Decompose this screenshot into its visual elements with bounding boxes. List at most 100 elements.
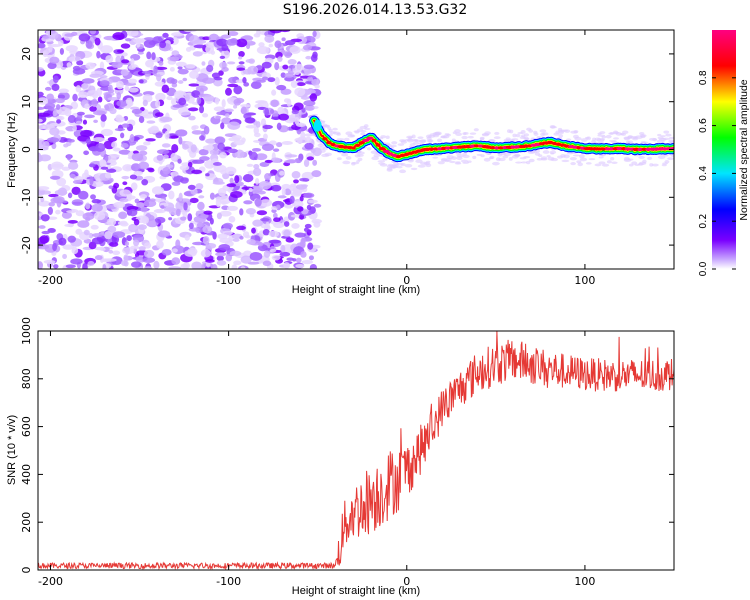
heatmap-noise-cell: [246, 163, 254, 167]
heatmap-noise-cell: [240, 255, 252, 264]
heatmap-noise-cell: [204, 160, 216, 169]
heatmap-noise-cell: [114, 116, 125, 123]
heatmap-noise-cell: [55, 115, 65, 121]
heatmap-noise-cell: [156, 154, 164, 161]
heatmap-noise-cell: [570, 162, 576, 166]
heatmap-noise-cell: [97, 96, 103, 103]
heatmap-noise-cell: [191, 169, 203, 175]
heatmap-noise-cell: [303, 227, 310, 233]
heatmap-noise-cell: [320, 121, 325, 124]
heatmap-noise-cell: [170, 78, 178, 85]
heatmap-noise-cell: [238, 61, 245, 65]
heatmap-noise-cell: [256, 210, 268, 216]
heatmap-noise-cell: [81, 78, 95, 84]
heatmap-noise-cell: [38, 200, 51, 207]
heatmap-noise-cell: [225, 87, 232, 96]
heatmap-noise-cell: [133, 170, 143, 176]
heatmap-noise-cell: [290, 80, 298, 89]
heatmap-noise-cell: [107, 97, 120, 101]
heatmap-noise-cell: [44, 86, 52, 91]
snr-frame: [37, 330, 675, 571]
heatmap-noise-cell: [667, 157, 674, 161]
heatmap-noise-cell: [216, 38, 228, 47]
heatmap-noise-cell: [387, 163, 394, 167]
heatmap-noise-cell: [84, 103, 90, 110]
heatmap-noise-cell: [116, 100, 128, 107]
heatmap-noise-cell: [216, 111, 227, 116]
heatmap-noise-cell: [668, 136, 674, 140]
heatmap-noise-cell: [121, 59, 130, 64]
heatmap-noise-cell: [38, 112, 51, 117]
heatmap-noise-cell: [476, 153, 483, 156]
heatmap-noise-cell: [472, 155, 477, 160]
heatmap-noise-cell: [386, 167, 393, 171]
heatmap-noise-cell: [220, 34, 231, 39]
heatmap-noise-cell: [129, 134, 135, 143]
heatmap-noise-cell: [129, 174, 138, 180]
heatmap-noise-cell: [294, 232, 307, 238]
heatmap-noise-cell: [300, 96, 310, 100]
heatmap-noise-cell: [177, 68, 189, 75]
heatmap-noise-cell: [245, 207, 257, 215]
heatmap-noise-cell: [154, 66, 168, 71]
heatmap-noise-cell: [515, 161, 523, 164]
heatmap-noise-cell: [131, 261, 142, 268]
heatmap-peak-cell: [555, 142, 562, 146]
heatmap-noise-cell: [82, 212, 95, 221]
heatmap-noise-cell: [76, 111, 85, 116]
heatmap-noise-cell: [282, 64, 289, 70]
heatmap-noise-cell: [454, 162, 462, 165]
heatmap-noise-cell: [183, 202, 188, 211]
heatmap-noise-cell: [146, 120, 156, 124]
heatmap-noise-cell: [250, 81, 262, 90]
snr-x-ticks: -200 -100 0 100: [38, 331, 595, 588]
heatmap-noise-cell: [106, 218, 117, 226]
heatmap-noise-cell: [224, 108, 234, 113]
heatmap-noise-cell: [579, 157, 588, 162]
heatmap-noise-cell: [404, 138, 413, 141]
heatmap-noise-cell: [198, 195, 205, 199]
heatmap-noise-cell: [69, 173, 76, 179]
heatmap-noise-cell: [284, 72, 294, 78]
heatmap-peak-cell: [563, 144, 570, 148]
heatmap-noise-cell: [154, 81, 165, 87]
heatmap-noise-cell: [461, 135, 468, 140]
heatmap-noise-cell: [295, 263, 305, 268]
heatmap-peak-cell: [330, 142, 336, 147]
heatmap-noise-cell: [578, 154, 585, 159]
heatmap-noise-cell: [111, 141, 118, 148]
heatmap-noise-cell: [360, 132, 366, 136]
spectrogram-x-tick-label: -200: [38, 274, 63, 287]
heatmap-noise-cell: [354, 153, 361, 158]
heatmap-noise-cell: [161, 248, 172, 256]
heatmap-noise-cell: [256, 79, 266, 83]
heatmap-noise-cell: [311, 79, 320, 86]
heatmap-noise-cell: [218, 243, 231, 251]
heatmap-noise-cell: [456, 153, 464, 158]
heatmap-noise-cell: [663, 130, 670, 134]
heatmap-noise-cell: [188, 115, 196, 121]
heatmap-noise-cell: [191, 261, 203, 269]
heatmap-noise-cell: [136, 39, 141, 48]
heatmap-noise-cell: [171, 32, 184, 37]
heatmap-noise-cell: [126, 235, 132, 242]
heatmap-peak-cell: [542, 141, 550, 145]
heatmap-noise-cell: [279, 251, 291, 257]
heatmap-noise-cell: [95, 142, 106, 152]
heatmap-noise-cell: [78, 190, 89, 200]
heatmap-noise-cell: [75, 228, 83, 235]
heatmap-noise-cell: [53, 264, 59, 269]
heatmap-noise-cell: [284, 76, 295, 82]
heatmap-noise-cell: [509, 129, 514, 134]
heatmap-noise-cell: [246, 239, 256, 245]
heatmap-noise-cell: [57, 187, 68, 197]
heatmap-noise-cell: [134, 198, 140, 204]
heatmap-noise-cell: [48, 44, 53, 53]
heatmap-noise-cell: [42, 35, 50, 39]
heatmap-noise-cell: [634, 163, 641, 166]
heatmap-noise-cell: [615, 132, 622, 136]
heatmap-noise-cell: [621, 130, 629, 135]
heatmap-noise-cell: [311, 170, 322, 178]
heatmap-noise-cell: [175, 208, 181, 217]
